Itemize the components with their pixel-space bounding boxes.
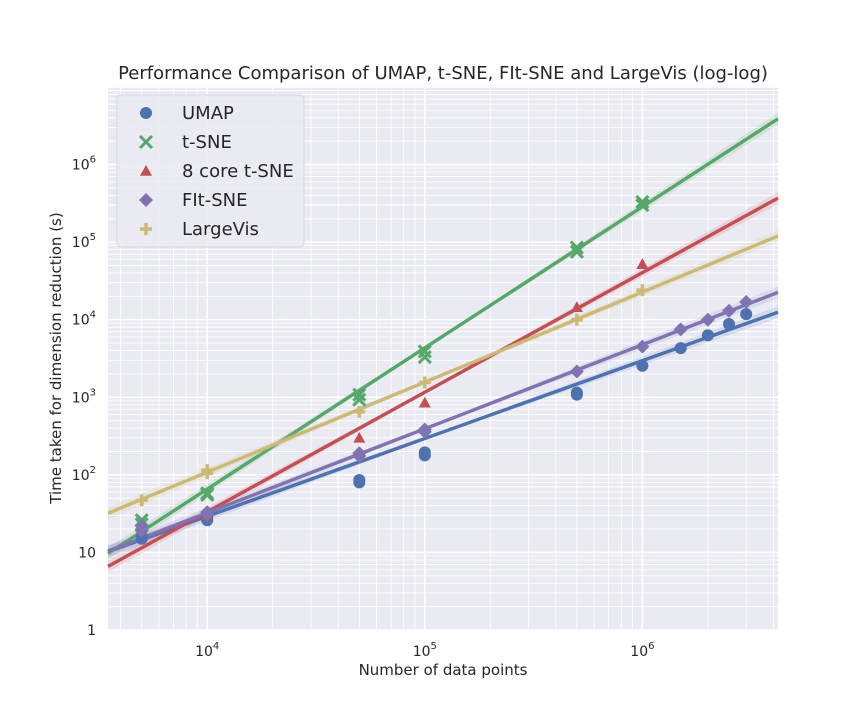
fit-lines [107, 112, 779, 573]
data-point-circle [636, 359, 649, 372]
data-point-x [569, 240, 584, 255]
data-point-x [417, 350, 432, 365]
legend-label: FIt-SNE [182, 190, 247, 211]
legend-marker-diamond [139, 193, 153, 207]
data-point-plus [570, 313, 583, 326]
data-point-plus [353, 405, 366, 418]
y-tick-label: 104 [72, 310, 96, 329]
data-point-plus [636, 284, 649, 297]
data-point-x [352, 387, 367, 402]
data-point-circle [353, 473, 366, 486]
fit-line-3 [107, 290, 779, 553]
y-tick-label: 105 [72, 232, 96, 251]
x-tick-label: 105 [413, 641, 437, 660]
x-tick-label: 106 [630, 641, 654, 660]
fit-line-1 [107, 117, 779, 555]
data-point-x [417, 344, 432, 359]
data-points [134, 194, 754, 545]
data-point-diamond [352, 446, 367, 461]
data-point-x [200, 486, 215, 501]
x-tick-labels: 104 105 106 [195, 641, 654, 660]
grid [108, 86, 778, 631]
data-point-diamond [673, 322, 688, 337]
data-point-x [569, 244, 584, 259]
data-point-circle [701, 329, 714, 342]
data-point-diamond [739, 294, 754, 309]
data-point-triangle [570, 301, 583, 312]
data-point-diamond [569, 364, 584, 379]
data-point-diamond [635, 339, 650, 354]
fit-line-2 [107, 196, 779, 568]
data-point-circle [570, 386, 583, 399]
y-axis-label: Time taken for dimension reduction (s) [47, 212, 65, 504]
y-tick-label: 103 [72, 387, 96, 406]
y-tick-labels: 1 10 102 103 104 105 106 [72, 155, 96, 639]
data-point-triangle [418, 396, 431, 408]
data-point-plus [201, 464, 214, 477]
data-point-diamond [417, 422, 432, 437]
y-tick-label: 1 [87, 623, 96, 639]
data-point-circle [418, 446, 431, 459]
data-point-circle [674, 342, 687, 355]
data-point-x [352, 392, 367, 407]
legend-marker-plus [140, 223, 152, 235]
y-tick-label: 106 [72, 155, 96, 174]
legend-box [116, 94, 305, 248]
legend-label: 8 core t-SNE [182, 161, 294, 182]
legend-label: LargeVis [182, 219, 259, 240]
data-point-diamond [700, 312, 715, 327]
data-point-diamond [200, 505, 215, 520]
legend-marker-circle [140, 107, 152, 119]
fit-line-0 [107, 310, 779, 554]
x-tick-label: 104 [195, 641, 219, 660]
legend-marker-x [138, 134, 154, 150]
x-axis-label: Number of data points [359, 661, 528, 679]
data-point-plus [135, 494, 148, 507]
legend-marker-triangle [140, 165, 152, 176]
data-point-circle [722, 318, 735, 331]
legend-label: UMAP [182, 103, 234, 124]
data-point-triangle [636, 258, 649, 269]
y-tick-label: 10 [78, 545, 96, 561]
fit-line-4 [107, 234, 779, 515]
data-point-diamond [721, 303, 736, 318]
chart-title: Performance Comparison of UMAP, t-SNE, F… [118, 63, 768, 84]
data-point-circle [740, 308, 753, 321]
legend-label: t-SNE [182, 132, 232, 153]
data-point-diamond [134, 518, 149, 533]
data-point-plus [418, 376, 431, 389]
data-point-x [635, 198, 650, 213]
data-point-x [635, 194, 650, 209]
data-point-triangle [353, 431, 366, 443]
legend: UMAP t-SNE 8 core t-SNE FIt-SNE LargeVis [116, 94, 305, 248]
y-tick-label: 102 [72, 465, 96, 484]
